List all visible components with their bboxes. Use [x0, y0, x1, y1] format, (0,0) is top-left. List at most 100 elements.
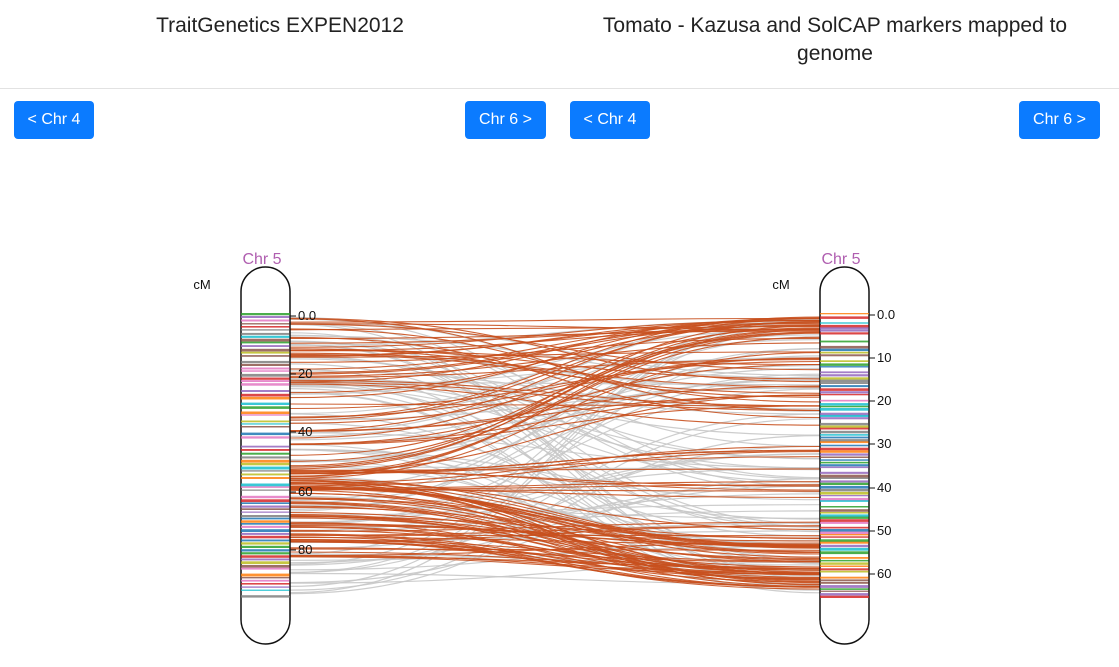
marker-band — [820, 447, 869, 451]
marker-band — [241, 589, 290, 591]
marker-band — [820, 519, 869, 522]
marker-band — [820, 444, 869, 447]
marker-band — [820, 474, 869, 478]
marker-band — [820, 450, 869, 453]
marker-band — [241, 367, 290, 370]
highlighted-marker-link — [289, 486, 821, 558]
highlighted-marker-link — [289, 522, 821, 547]
marker-band — [241, 595, 290, 598]
highlighted-marker-link — [289, 488, 821, 492]
marker-band — [241, 462, 290, 466]
highlighted-marker-link — [289, 328, 821, 344]
marker-band — [241, 335, 290, 338]
marker-band — [820, 374, 869, 377]
marker-band — [820, 497, 869, 501]
marker-band — [820, 512, 869, 514]
highlighted-marker-link — [289, 479, 821, 584]
marker-band — [820, 482, 869, 485]
marker-band — [241, 502, 290, 504]
marker-band — [241, 545, 290, 548]
marker-band — [820, 557, 869, 559]
marker-band — [820, 388, 869, 391]
marker-band — [241, 555, 290, 558]
highlighted-marker-link — [289, 323, 821, 371]
marker-band — [820, 544, 869, 548]
marker-band — [820, 488, 869, 492]
marker-band — [820, 316, 869, 319]
marker-links — [289, 316, 821, 595]
marker-band — [820, 565, 869, 567]
right-chromosome-markers — [820, 313, 869, 598]
marker-band — [241, 332, 290, 335]
marker-band — [241, 520, 290, 523]
marker-band — [241, 360, 290, 364]
marker-band — [820, 461, 869, 464]
marker-band — [820, 408, 869, 411]
marker-band — [820, 509, 869, 512]
right-tick-label: 30 — [877, 436, 891, 451]
marker-band — [820, 399, 869, 402]
right-tick-label: 50 — [877, 523, 891, 538]
marker-band — [820, 366, 869, 368]
left-next-chromosome-button[interactable]: Chr 6 > — [465, 101, 546, 139]
marker-band — [820, 441, 869, 444]
left-chromosome[interactable] — [240, 266, 291, 645]
highlighted-marker-link — [289, 512, 821, 561]
marker-band — [241, 523, 290, 525]
marker-band — [241, 393, 290, 397]
right-next-chromosome-button[interactable]: Chr 6 > — [1019, 101, 1100, 139]
right-chromosome[interactable] — [819, 266, 870, 645]
highlighted-marker-link — [289, 357, 821, 418]
marker-band — [820, 570, 869, 573]
marker-band — [820, 581, 869, 584]
marker-band — [241, 355, 290, 357]
gray-marker-link — [289, 318, 821, 434]
marker-band — [241, 373, 290, 377]
marker-band — [820, 464, 869, 467]
marker-band — [820, 529, 869, 532]
marker-band — [820, 500, 869, 502]
marker-band — [241, 477, 290, 479]
right-tick-label: 0.0 — [877, 307, 895, 322]
marker-band — [241, 542, 290, 545]
left-previous-chromosome-button[interactable]: < Chr 4 — [14, 101, 94, 139]
highlighted-marker-link — [289, 317, 821, 383]
highlighted-marker-link — [289, 357, 821, 424]
marker-band — [820, 568, 869, 571]
highlighted-marker-link — [289, 547, 821, 563]
marker-band — [820, 371, 869, 374]
marker-band — [241, 319, 290, 322]
marker-band — [820, 588, 869, 590]
highlighted-marker-link — [289, 502, 821, 581]
marker-band — [820, 422, 869, 426]
marker-band — [241, 315, 290, 318]
marker-band — [820, 354, 869, 357]
marker-band — [820, 471, 869, 474]
marker-band — [820, 363, 869, 366]
marker-band — [820, 453, 869, 456]
right-previous-chromosome-button[interactable]: < Chr 4 — [570, 101, 650, 139]
marker-band — [820, 595, 869, 598]
marker-band — [241, 341, 290, 344]
marker-band — [241, 411, 290, 415]
marker-band — [820, 593, 869, 596]
highlighted-marker-link — [289, 348, 821, 380]
marker-band — [820, 327, 869, 330]
highlighted-marker-link — [289, 525, 821, 576]
marker-band — [241, 452, 290, 455]
right-tick-label: 10 — [877, 350, 891, 365]
marker-band — [241, 323, 290, 325]
gray-marker-link — [289, 378, 821, 436]
marker-band — [820, 351, 869, 354]
marker-band — [241, 505, 290, 508]
marker-band — [241, 508, 290, 510]
highlighted-marker-link — [289, 497, 821, 563]
marker-band — [820, 485, 869, 489]
marker-band — [241, 420, 290, 423]
marker-band — [820, 466, 869, 469]
marker-band — [820, 579, 869, 582]
marker-band — [241, 383, 290, 386]
marker-band — [241, 511, 290, 513]
marker-band — [241, 577, 290, 579]
marker-band — [241, 402, 290, 405]
